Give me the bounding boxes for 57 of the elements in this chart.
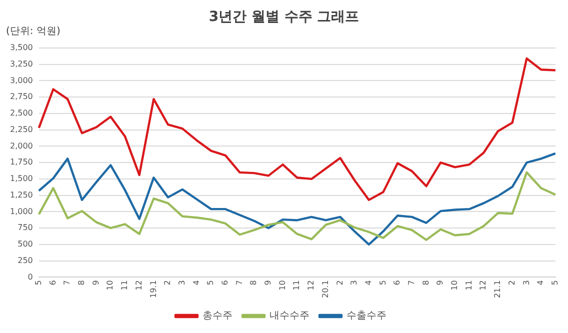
x-tick-label: 4 [192, 280, 201, 286]
legend-label: 수출수주 [346, 310, 386, 322]
y-tick-label: 0 [28, 272, 33, 282]
x-tick-label: 3 [177, 280, 186, 286]
y-tick-label: 250 [18, 256, 33, 265]
x-tick-label: 11 [292, 280, 302, 290]
y-tick-label: 500 [18, 240, 33, 249]
x-tick-label: 8 [421, 280, 430, 286]
x-tick-label: 3 [522, 280, 531, 286]
x-tick-label: 10 [450, 280, 460, 290]
x-tick-label: 8 [77, 280, 86, 286]
x-tick-label: 7 [407, 280, 416, 286]
x-tick-label: 5 [206, 280, 216, 286]
y-tick-label: 2,000 [10, 141, 33, 150]
x-tick-label: 2 [335, 280, 344, 286]
y-tick-label: 2,750 [10, 92, 33, 102]
y-tick-label: 2,250 [10, 124, 33, 134]
y-tick-label: 1,750 [10, 158, 33, 167]
x-tick-label: 7 [62, 280, 72, 286]
x-tick-label: 3 [350, 280, 359, 286]
x-tick-label: 12 [134, 280, 144, 290]
x-tick-label: 9 [91, 280, 100, 286]
y-tick-label: 1,000 [10, 206, 33, 216]
text: (단위: 억원) [6, 25, 60, 38]
x-tick-label: 12 [306, 280, 316, 290]
x-tick-label: 6 [392, 280, 402, 286]
y-tick-label: 3,500 [10, 43, 33, 52]
y-tick-label: 2,500 [10, 108, 33, 118]
x-tick-label: 4 [364, 280, 373, 286]
x-tick-label: 19.1 [148, 280, 158, 298]
x-tick-label: 10 [278, 280, 287, 290]
x-tick-label: 11 [464, 280, 474, 290]
y-tick-label: 1,500 [10, 174, 33, 184]
x-tick-label: 7 [234, 280, 244, 286]
legend-label: 총수주 [202, 310, 232, 322]
x-tick-label: 2 [163, 280, 172, 286]
y-tick-label: 3,250 [10, 59, 33, 68]
x-tick-label: 5 [550, 280, 560, 286]
y-tick-label: 750 [18, 223, 33, 232]
x-tick-label: 2 [507, 280, 516, 286]
x-tick-label: 20.1 [320, 280, 330, 298]
y-tick-label: 1,250 [10, 190, 33, 200]
legend-label: 내수수주 [270, 310, 310, 322]
x-tick-label: 9 [264, 280, 273, 286]
x-tick-label: 6 [220, 280, 230, 286]
y-tick-label: 3,000 [10, 76, 33, 85]
x-tick-label: 12 [478, 280, 488, 290]
chart-title: 3년간 월별 수주 그래프 [208, 8, 360, 26]
x-tick-label: 6 [48, 280, 58, 286]
x-tick-label: 8 [249, 280, 258, 286]
x-tick-label: 21.1 [493, 280, 502, 298]
x-tick-label: 9 [436, 280, 445, 286]
x-tick-label: 4 [536, 280, 546, 286]
x-tick-label: 10 [106, 280, 115, 290]
x-tick-label: 5 [378, 280, 388, 286]
x-tick-label: 11 [120, 280, 130, 290]
x-tick-label: 5 [34, 280, 43, 286]
